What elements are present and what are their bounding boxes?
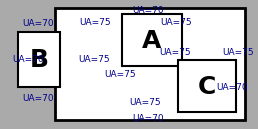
Text: UA=75: UA=75 (129, 98, 161, 107)
Text: UA=70: UA=70 (22, 19, 54, 28)
Text: UA=75: UA=75 (104, 70, 136, 79)
Text: UA=70: UA=70 (216, 83, 248, 91)
Text: UA=75: UA=75 (78, 55, 110, 64)
Bar (122, 14, 182, 66)
Text: UA=70: UA=70 (132, 6, 164, 15)
Bar (18, 32, 60, 87)
Text: UA=75: UA=75 (159, 48, 191, 57)
Bar (55, 8, 245, 120)
Text: C: C (198, 75, 216, 99)
Text: UA=70: UA=70 (132, 114, 164, 123)
Text: UA=70: UA=70 (12, 55, 44, 64)
Text: UA=75: UA=75 (79, 18, 111, 27)
Text: B: B (29, 48, 49, 72)
Text: UA=70: UA=70 (22, 94, 54, 103)
Bar (178, 60, 236, 112)
Text: UA=75: UA=75 (160, 18, 192, 27)
Text: UA=75: UA=75 (222, 48, 254, 57)
Text: A: A (142, 29, 162, 53)
